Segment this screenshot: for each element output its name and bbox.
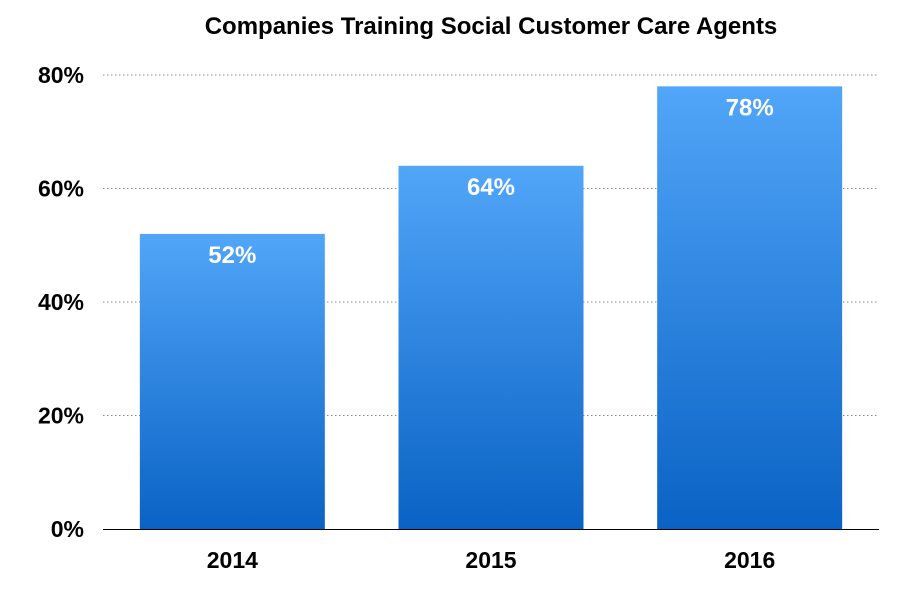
y-axis-tick-labels: 0% 20% 40% 60% 80% bbox=[38, 62, 84, 542]
y-tick-label: 80% bbox=[38, 62, 84, 88]
bar bbox=[398, 165, 584, 530]
x-tick-label: 2014 bbox=[207, 547, 258, 573]
bar bbox=[657, 86, 843, 529]
x-tick-label: 2016 bbox=[724, 547, 775, 573]
y-tick-label: 20% bbox=[38, 403, 84, 429]
bar-value-label: 64% bbox=[467, 174, 515, 201]
bar-value-label: 52% bbox=[208, 242, 256, 269]
y-tick-label: 0% bbox=[51, 516, 84, 542]
bars: 52% 64% 78% bbox=[139, 86, 843, 530]
chart-title: Companies Training Social Customer Care … bbox=[205, 13, 778, 40]
bar-value-label: 78% bbox=[726, 94, 774, 121]
y-tick-label: 40% bbox=[38, 289, 84, 315]
x-axis-tick-labels: 2014 2015 2016 bbox=[207, 547, 776, 573]
y-tick-label: 60% bbox=[38, 176, 84, 202]
bar bbox=[139, 233, 325, 529]
x-tick-label: 2015 bbox=[465, 547, 516, 573]
